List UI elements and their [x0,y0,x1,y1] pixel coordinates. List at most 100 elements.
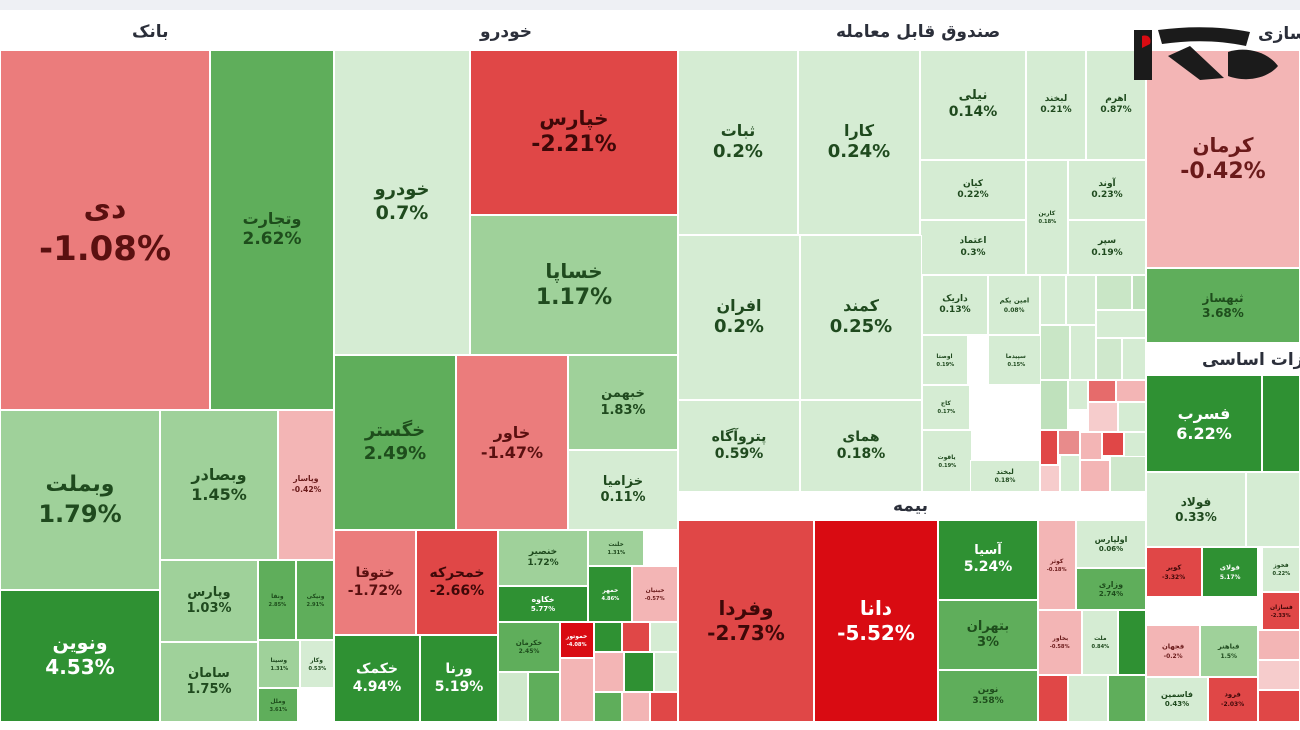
treemap-tile[interactable]: دی -1.08% [0,50,210,410]
treemap-tile[interactable]: فسازان -2.33% [1262,592,1300,630]
treemap-tile[interactable]: کارین 0.18% [1026,160,1068,275]
treemap-tile-small[interactable] [1096,338,1122,380]
treemap-tile[interactable]: وزاری 2.74% [1076,568,1146,610]
treemap-tile[interactable]: خبنیان -0.57% [632,566,678,622]
treemap-tile[interactable]: فولاد 0.33% [1146,472,1246,547]
treemap-tile[interactable]: خمهر 4.86% [588,566,632,622]
treemap-tile[interactable]: اوصتا 0.19% [922,335,968,385]
treemap-tile[interactable]: فباهنر 1.5% [1200,625,1258,677]
treemap-tile-small[interactable] [622,622,650,652]
treemap-tile[interactable]: کوثر -0.18% [1038,520,1076,610]
treemap-tile[interactable]: ملت 0.84% [1082,610,1118,675]
treemap-tile[interactable]: نوین 3.58% [938,670,1038,722]
treemap-tile[interactable]: وپارس 1.03% [160,560,258,642]
treemap-tile-small[interactable] [1118,402,1146,432]
treemap-tile-small[interactable] [1060,455,1080,492]
treemap-tile[interactable]: خبهمن 1.83% [568,355,678,450]
treemap-tile-small[interactable] [1122,338,1146,380]
treemap-tile[interactable]: اولپارس 0.06% [1076,520,1146,568]
treemap-tile-small[interactable] [1246,472,1300,547]
treemap-tile[interactable]: کویر -3.32% [1146,547,1202,597]
treemap-tile[interactable]: فسرب 6.22% [1146,375,1262,472]
treemap-tile[interactable]: خگستر 2.49% [334,355,456,530]
treemap-tile[interactable]: آوند 0.23% [1068,160,1146,220]
treemap-tile[interactable]: پتروآگاه 0.59% [678,400,800,492]
treemap-tile[interactable]: ونیکی 2.91% [296,560,334,640]
treemap-tile-small[interactable] [594,652,624,692]
treemap-tile[interactable]: وبصادر 1.45% [160,410,278,560]
treemap-tile-small[interactable] [1118,610,1146,675]
treemap-tile[interactable]: خپارس -2.21% [470,50,678,215]
treemap-tile-small[interactable] [654,652,678,692]
treemap-tile[interactable]: وپاسار -0.42% [278,410,334,560]
treemap-tile[interactable]: افران 0.2% [678,235,800,400]
treemap-tile-small[interactable] [1108,675,1146,722]
treemap-tile[interactable]: خساپا 1.17% [470,215,678,355]
treemap-tile-small[interactable] [498,672,528,722]
treemap-tile[interactable]: کاج 0.17% [922,385,970,430]
treemap-tile[interactable]: نیلی 0.14% [920,50,1026,160]
treemap-tile[interactable]: داریک 0.13% [922,275,988,335]
treemap-tile[interactable]: وفردا -2.73% [678,520,814,722]
treemap-tile-small[interactable] [1258,690,1300,722]
treemap-tile[interactable]: خکاوه 5.77% [498,586,588,622]
treemap-tile[interactable]: کمند 0.25% [800,235,922,400]
treemap-tile-small[interactable] [650,622,678,652]
treemap-tile-small[interactable] [1258,660,1300,690]
treemap-tile[interactable]: ونفا 2.85% [258,560,296,640]
treemap-tile[interactable]: کرمان -0.42% [1146,50,1300,268]
treemap-tile[interactable]: وملل 3.61% [258,688,298,722]
treemap-tile[interactable]: کیان 0.22% [920,160,1026,220]
treemap-tile-small[interactable] [1068,675,1108,722]
treemap-tile-small[interactable] [1070,325,1096,380]
treemap-tile[interactable]: فخوز 0.22% [1262,547,1300,592]
treemap-tile[interactable]: خزامیا 0.11% [568,450,678,530]
treemap-tile[interactable]: همای 0.18% [800,400,922,492]
treemap-tile[interactable]: خکرمان 2.45% [498,622,560,672]
treemap-tile-small[interactable] [1038,675,1068,722]
treemap-tile[interactable]: آسیا 5.24% [938,520,1038,600]
treemap-tile[interactable]: دانا -5.52% [814,520,938,722]
treemap-tile[interactable]: وبملت 1.79% [0,410,160,590]
treemap-tile-small[interactable] [1080,460,1110,492]
treemap-tile-small[interactable] [1088,402,1118,432]
treemap-tile[interactable]: سپیدما 0.15% [988,335,1044,385]
treemap-tile-small[interactable] [1102,432,1124,456]
treemap-tile[interactable]: خموتور -4.08% [560,622,594,658]
treemap-tile[interactable]: خودرو 0.7% [334,50,470,355]
treemap-tile-small[interactable] [1110,456,1146,492]
treemap-tile[interactable]: خاور -1.47% [456,355,568,530]
treemap-tile[interactable]: اعتماد 0.3% [920,220,1026,275]
treemap-tile[interactable]: امین یکم 0.08% [988,275,1040,335]
treemap-tile-small[interactable] [1088,380,1116,402]
treemap-tile-small[interactable] [1040,465,1060,492]
treemap-tile[interactable]: وسینا 1.31% [258,640,300,688]
treemap-tile[interactable]: فجهان -0.2% [1146,625,1200,677]
treemap-tile[interactable]: فولای 5.17% [1202,547,1258,597]
treemap-tile[interactable]: وکار 0.53% [300,640,334,688]
treemap-tile[interactable]: لبخند 0.21% [1026,50,1086,160]
treemap-tile-small[interactable] [1258,630,1300,660]
treemap-tile-small[interactable] [622,692,650,722]
treemap-tile[interactable]: یاقوت 0.19% [922,430,972,492]
treemap-tile[interactable]: خلنت 1.31% [588,530,644,566]
treemap-tile[interactable]: خنصیر 1.72% [498,530,588,586]
treemap-tile-small[interactable] [1068,380,1088,410]
treemap-tile-small[interactable] [1058,430,1080,455]
treemap-tile-small[interactable] [1080,432,1102,460]
treemap-tile[interactable]: ثبهساز 3.68% [1146,268,1300,343]
treemap-tile-small[interactable] [528,672,560,722]
treemap-tile[interactable]: کارا 0.24% [798,50,920,235]
treemap-tile-small[interactable] [1066,275,1096,325]
treemap-tile[interactable]: فاسمین 0.43% [1146,677,1208,722]
treemap-tile[interactable]: خمحرکه -2.66% [416,530,498,635]
treemap-tile[interactable]: ونوین 4.53% [0,590,160,722]
treemap-tile-small[interactable] [624,652,654,692]
treemap-tile[interactable]: خکمک 4.94% [334,635,420,722]
treemap-tile-small[interactable] [1262,375,1300,472]
treemap-tile[interactable]: ورنا 5.19% [420,635,498,722]
treemap-tile-small[interactable] [1040,430,1058,465]
treemap-tile-small[interactable] [650,692,678,722]
treemap-tile-small[interactable] [1040,380,1068,430]
treemap-tile-small[interactable] [1040,275,1066,325]
